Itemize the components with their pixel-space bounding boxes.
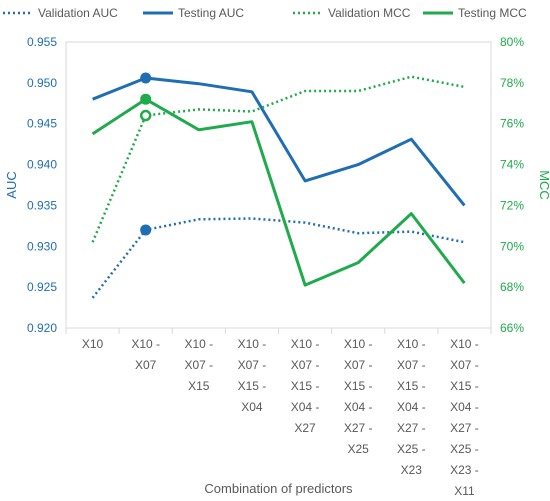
y-left-tick-label: 0.935 bbox=[27, 198, 57, 212]
x-tick-label: X10 bbox=[82, 337, 104, 351]
x-axis: X10 X10 -X07 X10 -X07 -X15 X10 -X07 -X15 -X… bbox=[65, 328, 492, 498]
x-tick-label: X10 -X07 -X15 -X04 -X27 -X25 -X23 bbox=[397, 337, 426, 477]
y-axis-right-label: MCC bbox=[537, 170, 550, 200]
testing-auc-line bbox=[92, 76, 466, 207]
y-left-tick-label: 0.930 bbox=[27, 239, 57, 253]
legend-label-validation-mcc: Validation MCC bbox=[328, 6, 411, 20]
y-right-tick-label: 72% bbox=[500, 198, 524, 212]
x-tick-label: X10 -X07 bbox=[131, 337, 160, 372]
y-right-tick-label: 78% bbox=[500, 76, 524, 90]
y-left-tick-label: 0.940 bbox=[27, 158, 57, 172]
legend: Validation AUC Testing AUC Validation MCC T… bbox=[3, 6, 527, 20]
left-axis: 0.920 0.925 0.930 0.935 0.940 0.945 0.950 0.955 bbox=[27, 35, 57, 335]
y-right-tick-label: 70% bbox=[500, 239, 524, 253]
x-axis-label: Combination of predictors bbox=[204, 481, 353, 496]
legend-label-testing-auc: Testing AUC bbox=[178, 6, 244, 20]
y-left-tick-label: 0.950 bbox=[27, 76, 57, 90]
validation-mcc-line bbox=[91, 75, 465, 243]
validation-auc-marker bbox=[140, 224, 152, 236]
testing-auc-marker bbox=[140, 72, 152, 84]
y-left-tick-label: 0.920 bbox=[27, 321, 57, 335]
y-right-tick-label: 68% bbox=[500, 280, 524, 294]
y-right-tick-label: 66% bbox=[500, 321, 524, 335]
x-tick-label: X10 -X07 -X15 bbox=[184, 337, 213, 393]
series-layer bbox=[91, 72, 466, 299]
legend-label-testing-mcc: Testing MCC bbox=[458, 6, 527, 20]
y-left-tick-label: 0.955 bbox=[27, 35, 57, 49]
testing-mcc-line bbox=[91, 97, 466, 287]
y-right-tick-label: 74% bbox=[500, 158, 524, 172]
y-left-tick-label: 0.925 bbox=[27, 280, 57, 294]
validation-auc-line bbox=[91, 217, 465, 299]
right-axis: 66% 68% 70% 72% 74% 76% 78% 80% bbox=[500, 35, 524, 335]
x-tick-label: X10 -X07 -X15 -X04 bbox=[238, 337, 267, 414]
x-tick-label: X10 -X07 -X15 -X04 -X27 bbox=[291, 337, 320, 435]
x-tick-label: X10 -X07 -X15 -X04 -X27 -X25 bbox=[344, 337, 373, 456]
y-axis-left-label: AUC bbox=[4, 171, 19, 198]
validation-mcc-marker bbox=[139, 109, 152, 122]
y-left-tick-label: 0.945 bbox=[27, 117, 57, 131]
x-tick-label: X10 -X07 -X15 -X04 -X27 -X25 -X23 -X11 bbox=[450, 337, 479, 498]
legend-label-validation-auc: Validation AUC bbox=[38, 6, 118, 20]
testing-mcc-marker bbox=[140, 93, 152, 105]
y-right-tick-label: 80% bbox=[500, 35, 524, 49]
y-right-tick-label: 76% bbox=[500, 117, 524, 131]
